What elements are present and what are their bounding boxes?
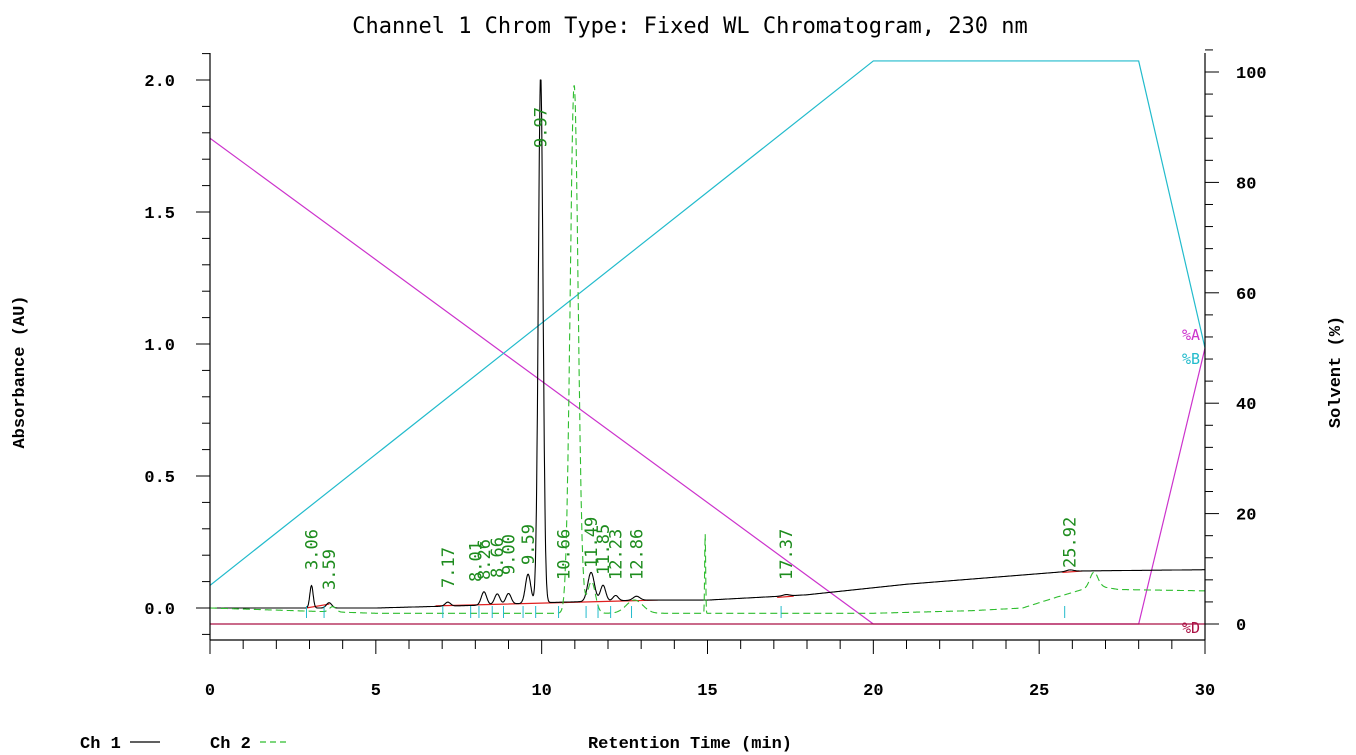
peak-label: 9.59 [519, 524, 539, 565]
peak-label: 8.26 [475, 539, 495, 580]
peak-labels: 3.063.59 7.17 8.018.268.669.00 9.59 9.97 10.6… [302, 107, 1080, 590]
peak-label: 3.06 [302, 529, 322, 570]
y2-tick-label: 40 [1236, 396, 1256, 415]
x-tick-label: 25 [1029, 682, 1049, 701]
peak-label: 10.66 [555, 529, 575, 580]
x-tick-label: 10 [531, 682, 551, 701]
peak-label: 25.92 [1061, 517, 1081, 568]
legend-label: Ch 1 [80, 735, 121, 754]
y2-tick-label: 0 [1236, 617, 1246, 636]
axes: 0 5 10 15 20 25 30 0.0 0.5 1.0 1.5 2.0 0 20 40 60 80 100 [144, 49, 1267, 701]
y2-tick-label: 20 [1236, 507, 1256, 526]
peak-label: 17.37 [777, 529, 797, 580]
y2-tick-label: 80 [1236, 175, 1256, 194]
gradient-line-A [210, 137, 1205, 625]
y2-tick-label: 100 [1236, 65, 1267, 84]
y-tick-label: 1.0 [144, 337, 175, 356]
peak-label: 12.23 [607, 529, 627, 580]
y-tick-label: 0.0 [144, 601, 175, 620]
x-tick-label: 15 [697, 682, 717, 701]
y-axis-label: Absorbance (AU) [11, 295, 30, 448]
series-line-ch-1 [210, 79, 1205, 609]
gradient-line-B [210, 60, 1205, 586]
peak-label: 3.59 [320, 549, 340, 590]
x-tick-label: 30 [1195, 682, 1215, 701]
chart-title: Channel 1 Chrom Type: Fixed WL Chromatog… [352, 14, 1028, 39]
y-tick-label: 0.5 [144, 469, 175, 488]
peak-label: 8.01 [467, 541, 487, 582]
peak-label: 11.85 [594, 524, 614, 575]
y-tick-label: 2.0 [144, 73, 175, 92]
peak-label: 7.17 [439, 547, 459, 588]
peak-label: 9.97 [532, 107, 552, 148]
integration-baseline [306, 570, 1083, 609]
solvent-label-b: %B [1182, 350, 1200, 368]
y-tick-label: 1.5 [144, 205, 175, 224]
solvent-label-a: %A [1182, 326, 1200, 344]
peak-label: 8.66 [488, 537, 508, 578]
x-axis-label: Retention Time (min) [588, 735, 792, 754]
x-tick-label: 0 [205, 682, 215, 701]
x-tick-label: 5 [371, 682, 381, 701]
peak-label: 11.49 [582, 517, 602, 568]
solvent-label-d: %D [1182, 619, 1200, 637]
y2-axis-label: Solvent (%) [1327, 316, 1346, 428]
x-tick-label: 20 [863, 682, 883, 701]
series-line-ch-2 [210, 85, 1205, 614]
peak-label: 12.86 [628, 529, 648, 580]
peak-label: 9.00 [500, 534, 520, 575]
solvent-labels: %A %B %D [1182, 326, 1200, 637]
legend: Ch 1 Ch 2 [80, 735, 290, 754]
y2-tick-label: 60 [1236, 286, 1256, 305]
legend-label: Ch 2 [210, 735, 251, 754]
